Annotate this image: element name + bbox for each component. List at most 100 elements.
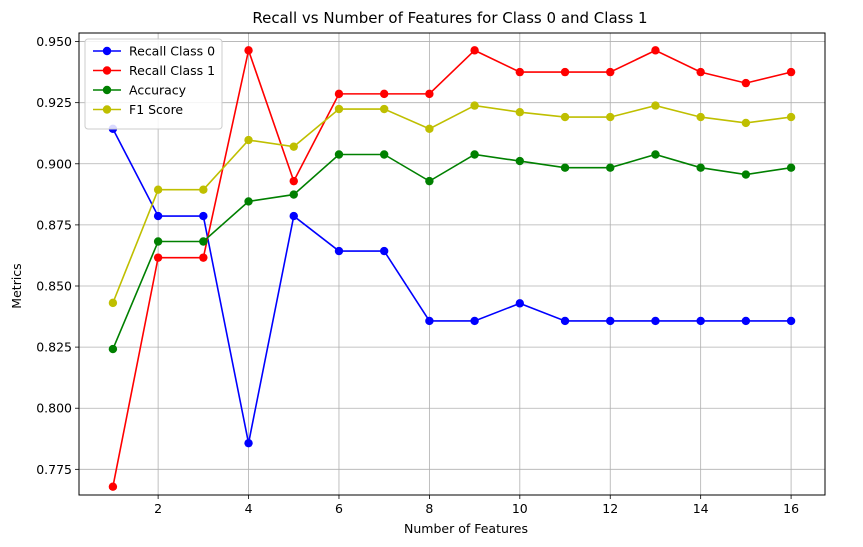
data-point-accuracy bbox=[786, 163, 796, 172]
data-point-recall-class-0 bbox=[289, 211, 298, 221]
data-point-f1-score bbox=[289, 142, 298, 151]
data-point-f1-score bbox=[696, 112, 705, 122]
data-point-recall-class-1 bbox=[153, 253, 163, 262]
data-point-recall-class-0 bbox=[651, 316, 660, 326]
data-point-recall-class-1 bbox=[606, 67, 615, 77]
data-point-f1-score bbox=[199, 185, 208, 194]
series-line-f1-score bbox=[112, 104, 792, 304]
data-point-f1-score bbox=[470, 101, 479, 110]
data-point-accuracy bbox=[515, 156, 525, 166]
data-point-recall-class-1 bbox=[379, 89, 389, 99]
data-point-recall-class-0 bbox=[379, 246, 389, 256]
data-point-recall-class-1 bbox=[741, 78, 751, 88]
data-point-recall-class-1 bbox=[470, 46, 479, 55]
y-tick-label: 0.775 bbox=[36, 462, 72, 477]
data-point-recall-class-0 bbox=[515, 299, 525, 308]
legend-label-recall-class-1: Recall Class 1 bbox=[129, 63, 215, 78]
legend-marker-recall-class-0 bbox=[102, 46, 112, 56]
legend-label-recall-class-0: Recall Class 0 bbox=[129, 44, 215, 59]
legend: Recall Class 0 Recall Class 1 Accuracy F1 S… bbox=[84, 38, 223, 130]
x-tick-label: 12 bbox=[602, 501, 618, 516]
data-point-f1-score bbox=[425, 124, 434, 134]
data-point-f1-score bbox=[786, 112, 796, 122]
data-point-f1-score bbox=[606, 112, 615, 122]
data-point-recall-class-1 bbox=[515, 67, 525, 77]
series-line-recall-class-0 bbox=[112, 128, 792, 444]
legend-marker-recall-class-1 bbox=[102, 66, 112, 75]
data-point-accuracy bbox=[651, 150, 660, 159]
x-tick-label: 4 bbox=[245, 501, 253, 516]
legend-box bbox=[84, 38, 223, 130]
y-tick-label: 0.825 bbox=[36, 340, 72, 355]
data-point-f1-score bbox=[741, 118, 751, 128]
data-point-accuracy bbox=[741, 170, 751, 179]
series-line-accuracy bbox=[112, 153, 792, 350]
data-point-recall-class-1 bbox=[244, 46, 253, 55]
data-point-recall-class-0 bbox=[153, 211, 163, 221]
series-recall-class-0 bbox=[108, 124, 796, 448]
y-tick-label: 0.850 bbox=[36, 279, 72, 294]
data-point-accuracy bbox=[606, 163, 615, 172]
data-point-recall-class-1 bbox=[425, 89, 434, 99]
series-line-recall-class-1 bbox=[112, 47, 792, 487]
data-point-accuracy bbox=[244, 197, 253, 206]
data-point-recall-class-0 bbox=[199, 211, 208, 221]
data-point-f1-score bbox=[244, 135, 253, 145]
legend-marker-accuracy bbox=[102, 85, 112, 95]
x-axis-title: Number of Features bbox=[404, 521, 528, 536]
data-point-accuracy bbox=[153, 237, 163, 246]
y-tick-label: 0.925 bbox=[36, 95, 72, 110]
series-f1-score bbox=[108, 101, 796, 308]
data-point-recall-class-0 bbox=[425, 316, 434, 326]
data-point-f1-score bbox=[560, 112, 570, 122]
series-recall-class-1 bbox=[108, 46, 796, 491]
legend-marker-f1-score bbox=[102, 105, 112, 114]
data-point-recall-class-1 bbox=[696, 67, 705, 77]
data-point-recall-class-1 bbox=[108, 482, 118, 491]
data-point-accuracy bbox=[289, 190, 298, 199]
data-point-recall-class-0 bbox=[696, 316, 705, 326]
data-point-recall-class-0 bbox=[741, 316, 751, 326]
data-point-recall-class-0 bbox=[606, 316, 615, 326]
data-point-accuracy bbox=[379, 150, 389, 159]
data-point-f1-score bbox=[334, 104, 344, 114]
data-point-accuracy bbox=[108, 344, 118, 354]
x-tick-label: 2 bbox=[154, 501, 162, 516]
x-tick-label: 10 bbox=[512, 501, 528, 516]
axis-ticks: 2 4 6 8 10 12 14 16 0.775 0.800 0.825 0.850 0.875 0.9… bbox=[36, 34, 799, 516]
data-point-recall-class-1 bbox=[289, 176, 298, 186]
data-point-f1-score bbox=[108, 298, 118, 308]
data-point-recall-class-1 bbox=[786, 67, 796, 77]
plot-area-frame bbox=[78, 32, 826, 496]
x-tick-label: 8 bbox=[425, 501, 433, 516]
data-point-recall-class-1 bbox=[199, 253, 208, 262]
y-tick-label: 0.875 bbox=[36, 217, 72, 232]
legend-label-accuracy: Accuracy bbox=[129, 83, 187, 98]
data-point-accuracy bbox=[696, 163, 705, 172]
legend-label-f1-score: F1 Score bbox=[129, 102, 183, 117]
data-point-accuracy bbox=[470, 150, 479, 159]
series-group bbox=[108, 46, 796, 491]
y-tick-label: 0.800 bbox=[36, 401, 72, 416]
data-point-recall-class-0 bbox=[560, 316, 570, 326]
data-point-f1-score bbox=[153, 185, 163, 194]
x-tick-label: 6 bbox=[335, 501, 343, 516]
y-tick-label: 0.950 bbox=[36, 34, 72, 49]
chart-title: Recall vs Number of Features for Class 0… bbox=[252, 9, 647, 27]
data-point-recall-class-0 bbox=[334, 246, 344, 256]
data-point-recall-class-1 bbox=[651, 46, 660, 55]
series-accuracy bbox=[108, 150, 796, 354]
data-point-recall-class-0 bbox=[244, 438, 253, 448]
data-point-f1-score bbox=[651, 101, 660, 110]
data-point-accuracy bbox=[334, 150, 344, 159]
x-tick-label: 16 bbox=[783, 501, 799, 516]
y-axis-title: Metrics bbox=[9, 263, 24, 308]
data-point-accuracy bbox=[199, 237, 208, 246]
data-point-recall-class-1 bbox=[334, 89, 344, 99]
data-point-recall-class-0 bbox=[786, 316, 796, 326]
data-point-f1-score bbox=[379, 104, 389, 114]
x-tick-label: 14 bbox=[693, 501, 709, 516]
data-point-recall-class-1 bbox=[560, 67, 570, 77]
data-point-accuracy bbox=[425, 176, 434, 186]
